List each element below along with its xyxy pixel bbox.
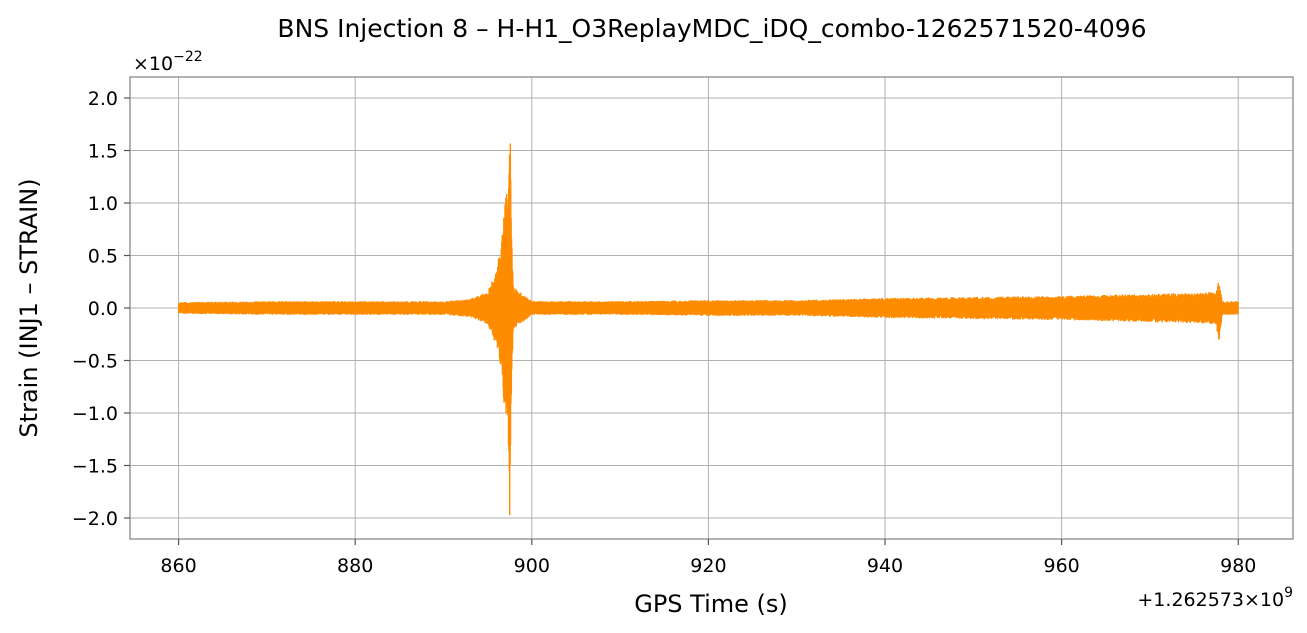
x-tick-label: 940 [867, 555, 903, 577]
y-scale-exponent: −22 [173, 49, 203, 65]
y-tick-label: −1.0 [72, 403, 118, 425]
x-offset-exponent: 9 [1284, 585, 1293, 601]
y-scale-factor: ×10−22 [133, 49, 203, 75]
y-tick-label: −2.0 [72, 508, 118, 530]
x-tick-label: 900 [514, 555, 550, 577]
strain-trace [177, 143, 1239, 516]
chart-title: BNS Injection 8 – H-H1_O3ReplayMDC_iDQ_c… [277, 14, 1146, 43]
x-axis-label: GPS Time (s) [634, 590, 788, 618]
y-tick-label: 0.0 [88, 298, 118, 320]
x-tick-label: 860 [160, 555, 196, 577]
strain-series [177, 143, 1239, 516]
y-tick-label: −0.5 [72, 351, 118, 373]
x-tick-label: 980 [1220, 555, 1256, 577]
y-tick-label: 1.5 [88, 141, 118, 163]
y-tick-label: 1.0 [88, 193, 118, 215]
x-axis-ticks: 860 880 900 920 940 960 980 [160, 539, 1256, 577]
y-scale-base: ×10 [133, 53, 173, 75]
x-offset-factor: +1.262573×109 [1137, 585, 1293, 611]
y-axis-ticks: −2.0 −1.5 −1.0 −0.5 0.0 0.5 1.0 1.5 2.0 [72, 88, 130, 530]
x-tick-label: 920 [690, 555, 726, 577]
y-tick-label: 2.0 [88, 88, 118, 110]
x-tick-label: 960 [1044, 555, 1080, 577]
y-axis-label: Strain (INJ1 – STRAIN) [15, 178, 43, 437]
y-tick-label: −1.5 [72, 456, 118, 478]
x-offset-base: +1.262573×10 [1137, 589, 1284, 611]
y-tick-label: 0.5 [88, 246, 118, 268]
x-tick-label: 880 [337, 555, 373, 577]
